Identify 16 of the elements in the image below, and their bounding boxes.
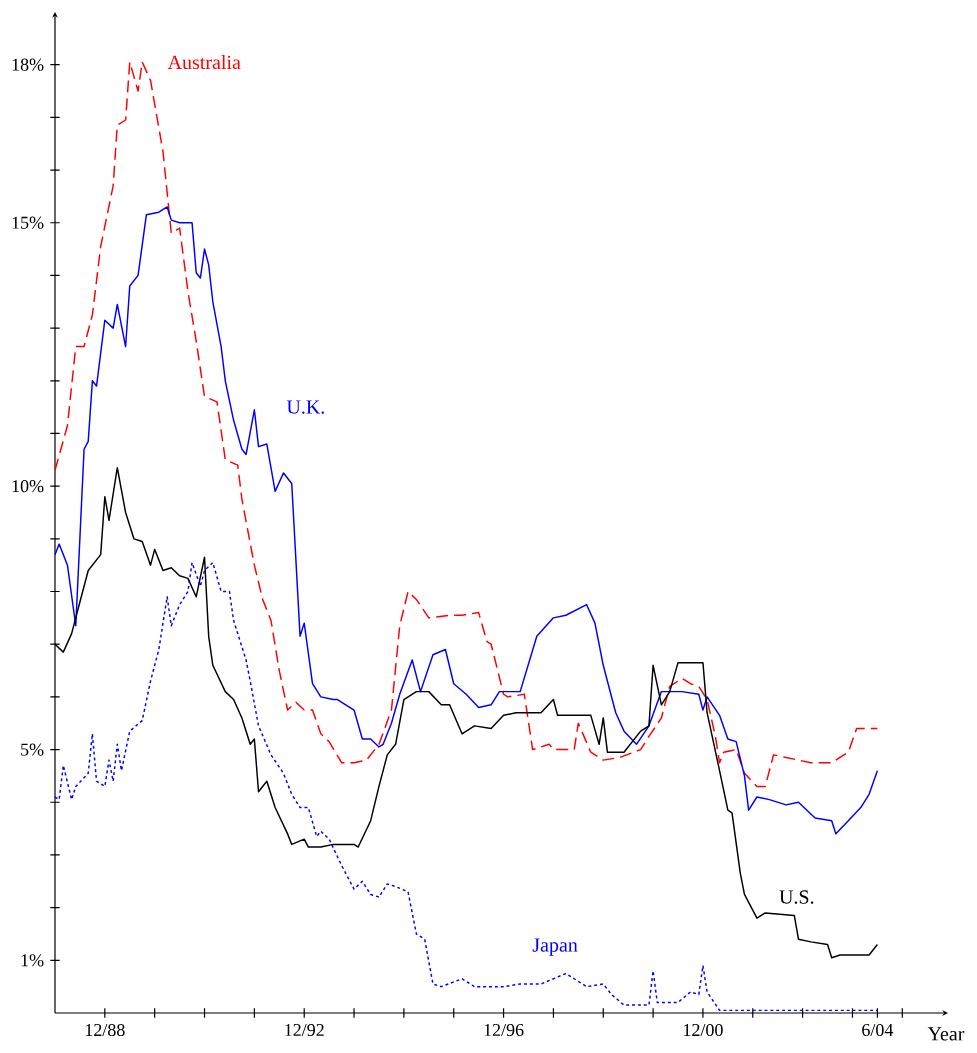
y-tick-label: 10% xyxy=(12,480,44,493)
series-label: U.S. xyxy=(779,890,814,904)
series-label: U.K. xyxy=(286,400,324,414)
x-tick-label: 6/04 xyxy=(862,1023,894,1037)
x-tick-label: 12/96 xyxy=(484,1023,524,1037)
x-tick-label: 12/88 xyxy=(85,1023,125,1037)
y-tick-label: 1% xyxy=(21,954,44,967)
series-label: Australia xyxy=(167,55,241,70)
y-tick-label: 5% xyxy=(21,743,44,756)
x-axis-title: Year xyxy=(927,1027,965,1041)
y-tick-label: 18% xyxy=(12,58,44,71)
y-tick-label: 15% xyxy=(12,216,44,229)
line-series xyxy=(54,206,879,835)
x-tick-label: 12/00 xyxy=(684,1023,723,1037)
x-tick-label: 12/92 xyxy=(285,1023,324,1037)
series-label: Japan xyxy=(532,938,578,956)
